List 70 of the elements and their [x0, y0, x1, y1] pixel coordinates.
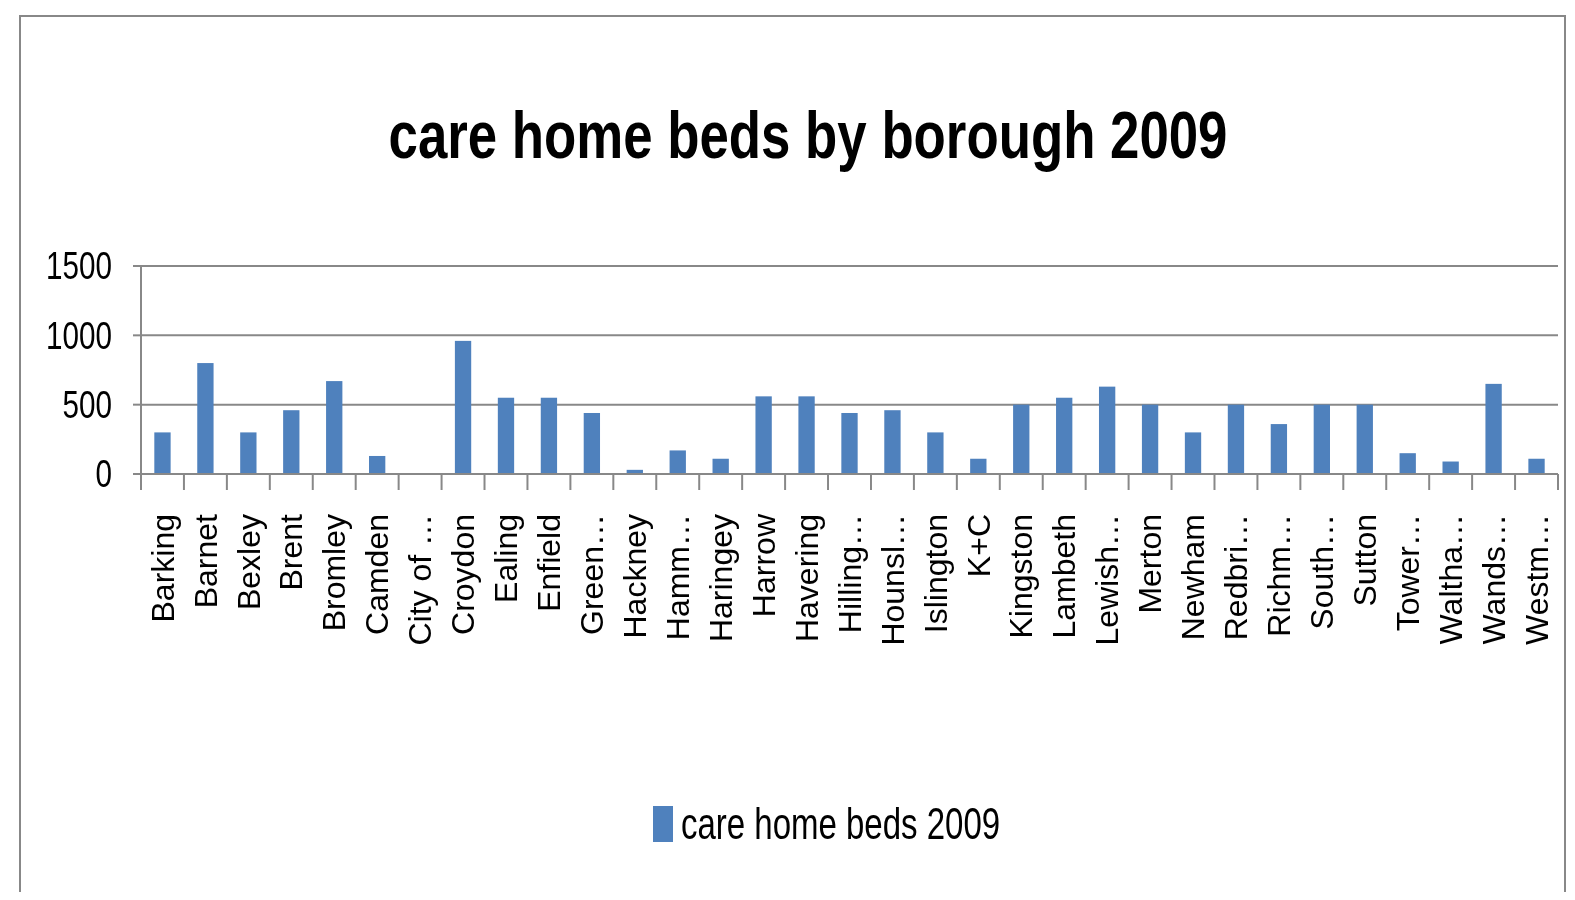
x-tick-label: Lambeth [1046, 514, 1083, 639]
bar [1485, 383, 1502, 474]
bar [1098, 386, 1116, 474]
x-tick-label: Green… [574, 514, 611, 635]
x-tick-label: Redbri… [1218, 514, 1255, 641]
bar [197, 363, 214, 474]
x-tick-label: Harrow [745, 513, 782, 618]
bar [540, 397, 558, 474]
x-tick-label: Hilling… [831, 514, 868, 634]
bar [1227, 404, 1245, 474]
bar [1270, 424, 1288, 474]
bar [1013, 404, 1030, 474]
x-tick-label: Newham [1175, 514, 1212, 641]
x-tick-label: Hamm… [659, 514, 696, 641]
x-tick-label: Havering [788, 514, 825, 643]
y-tick-label: 1000 [46, 314, 112, 357]
bar [283, 410, 300, 474]
x-tick-label: Westm… [1518, 514, 1555, 645]
bar [326, 381, 343, 474]
x-tick-label: Sutton [1346, 514, 1383, 607]
x-tick-label: Enfield [531, 514, 568, 612]
bar [454, 340, 472, 474]
x-tick-label: South… [1304, 514, 1341, 630]
x-tick-label: Haringey [702, 514, 739, 643]
bar [1528, 458, 1545, 474]
bar [1399, 453, 1416, 474]
x-tick-label: Barking [144, 514, 181, 623]
bar [1442, 461, 1459, 474]
bar [1056, 397, 1073, 474]
x-tick-label: Croydon [445, 514, 482, 635]
bar [583, 412, 601, 474]
bar [669, 450, 686, 474]
x-tick-label: City of … [402, 514, 439, 646]
x-tick-label: Tower… [1389, 514, 1426, 632]
bar [1141, 404, 1159, 474]
x-tick-label: Waltha… [1432, 514, 1469, 645]
chart-title: care home beds by borough 2009 [388, 98, 1228, 173]
x-tick-label: Barnet [187, 513, 224, 609]
bar [1184, 432, 1202, 474]
x-tick-label: Richm… [1261, 514, 1298, 637]
x-tick-label: Bromley [316, 514, 353, 632]
bar [884, 410, 901, 474]
bar [369, 455, 386, 474]
x-tick-label: Brent [273, 513, 310, 591]
x-tick-label: Lewish… [1089, 514, 1126, 646]
x-tick-label: Bexley [230, 514, 267, 611]
legend-label: care home beds 2009 [681, 799, 1001, 849]
y-tick-label: 1500 [46, 244, 112, 288]
bar [240, 432, 257, 474]
x-tick-label: Hackney [617, 514, 653, 639]
x-tick-label: Islington [917, 514, 954, 634]
y-tick-label: 0 [95, 452, 112, 496]
bar [798, 396, 815, 474]
bar [497, 397, 515, 474]
bar [154, 432, 171, 474]
bar [755, 396, 772, 474]
x-tick-label: Ealing [488, 514, 525, 603]
bar [712, 458, 729, 474]
x-tick-label: Hounsl… [874, 514, 911, 646]
x-tick-label: Camden [359, 514, 396, 635]
bar [841, 412, 858, 474]
bar [927, 432, 944, 474]
x-tick-label: Wands… [1475, 514, 1512, 645]
bar [1356, 404, 1373, 474]
x-tick-label: K+C [960, 514, 997, 578]
y-tick-label: 500 [62, 383, 112, 426]
bar [1313, 404, 1330, 474]
bar [970, 458, 987, 474]
x-tick-label: Kingston [1003, 514, 1040, 639]
x-tick-label: Merton [1132, 514, 1169, 614]
